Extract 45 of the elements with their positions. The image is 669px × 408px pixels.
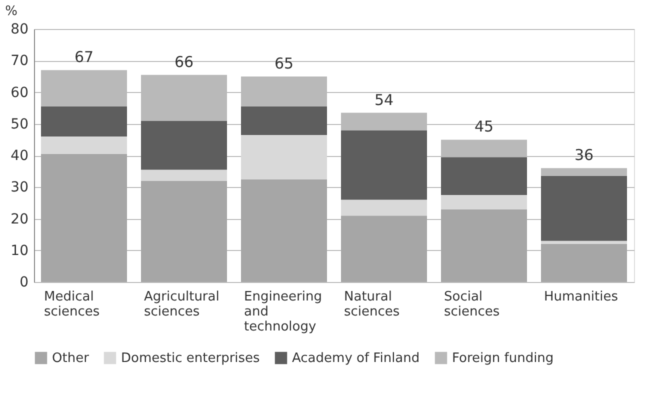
bar: [141, 180, 227, 282]
y-tick-label: 40: [10, 148, 28, 164]
total-label: 45: [474, 118, 494, 136]
x-tick-label: Agricultural sciences: [144, 290, 220, 320]
bar: [41, 136, 127, 154]
bar: [541, 244, 627, 282]
total-label: 54: [374, 90, 394, 109]
y-tick-label: 70: [10, 53, 28, 70]
y-tick-label: 10: [10, 242, 28, 259]
y-axis-title: %: [5, 4, 18, 19]
total-label: 66: [174, 52, 194, 71]
x-tick-label: Humanities: [544, 290, 618, 304]
y-tick-label: 50: [10, 116, 28, 132]
y-tick-label: 20: [10, 211, 28, 228]
bar: [441, 195, 527, 210]
total-label: 65: [274, 54, 294, 72]
y-tick-label: 0: [20, 274, 28, 290]
y-tick-label: 60: [10, 84, 28, 101]
bar: [41, 154, 127, 282]
bar: [141, 120, 227, 170]
x-tick-label: Natural sciences: [344, 290, 400, 320]
bar: [541, 168, 627, 176]
total-label: 36: [574, 146, 594, 164]
bar: [141, 170, 227, 181]
legend-label: Other: [52, 351, 90, 366]
bar: [441, 209, 527, 282]
bar: [41, 106, 127, 137]
x-tick-label: Social sciences: [444, 290, 500, 320]
bar: [241, 134, 327, 180]
bar: [241, 106, 327, 135]
bar: [441, 157, 527, 196]
total-label: 67: [74, 48, 94, 66]
bar: [341, 200, 427, 216]
y-tick-label: 30: [10, 180, 28, 196]
x-tick-label: Medical sciences: [44, 290, 100, 320]
bar: [541, 176, 627, 241]
legend-label: Academy of Finland: [292, 351, 420, 366]
y-tick-label: 80: [10, 22, 28, 38]
bar: [341, 130, 427, 200]
x-tick-label: Engineering and technology: [244, 290, 322, 334]
legend-label: Foreign funding: [452, 351, 554, 366]
bar: [241, 179, 327, 282]
legend-label: Domestic enterprises: [121, 351, 260, 366]
bar: [341, 216, 427, 282]
bar: [541, 240, 627, 244]
